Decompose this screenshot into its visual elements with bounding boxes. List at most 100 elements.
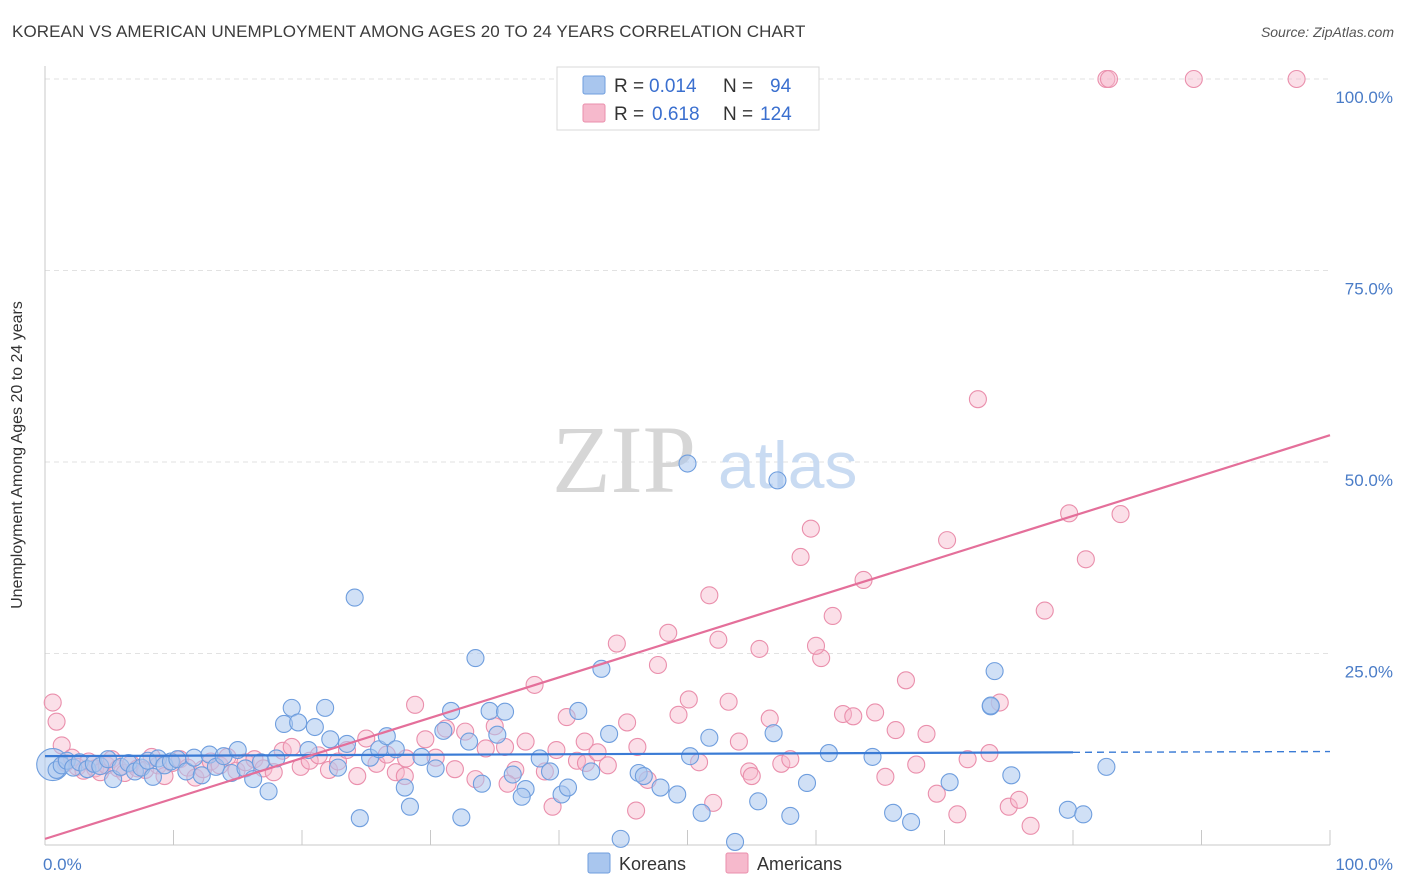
x-tick-label: 100.0% bbox=[1335, 855, 1393, 874]
korean-point bbox=[512, 787, 531, 806]
korean-point bbox=[749, 792, 768, 811]
american-point bbox=[938, 531, 957, 550]
american-point bbox=[750, 639, 769, 658]
korean-point bbox=[459, 732, 479, 751]
y-tick-label: 75.0% bbox=[1345, 280, 1393, 299]
legend: Koreans Americans bbox=[587, 852, 842, 874]
american-point bbox=[772, 754, 791, 773]
legend-americans-label: Americans bbox=[757, 854, 842, 874]
american-point bbox=[543, 797, 562, 816]
korean-point bbox=[395, 778, 414, 797]
korean-point bbox=[472, 774, 491, 793]
korean-point bbox=[985, 662, 1004, 681]
american-point bbox=[823, 606, 842, 626]
korean-point bbox=[781, 806, 800, 825]
koreans-trend-line bbox=[44, 751, 1074, 758]
korean-point bbox=[1002, 766, 1021, 785]
axes bbox=[44, 66, 1331, 846]
korean-point bbox=[1097, 757, 1116, 776]
korean-point bbox=[259, 782, 278, 801]
american-point bbox=[806, 636, 826, 655]
american-point bbox=[416, 730, 435, 749]
korean-point bbox=[305, 717, 324, 737]
american-point bbox=[669, 705, 688, 724]
korean-point bbox=[143, 767, 162, 786]
korean-point bbox=[902, 812, 921, 832]
korean-point bbox=[185, 748, 204, 767]
korean-point bbox=[569, 701, 588, 721]
american-point bbox=[781, 750, 800, 769]
american-point bbox=[927, 784, 946, 803]
korean-point bbox=[768, 471, 787, 490]
korean-point bbox=[940, 773, 959, 792]
korean-point bbox=[386, 740, 405, 759]
american-point bbox=[844, 707, 863, 726]
koreans-n-label: N = bbox=[723, 76, 753, 97]
american-point bbox=[406, 695, 425, 714]
american-point bbox=[896, 671, 916, 690]
korean-point bbox=[692, 803, 711, 822]
american-point bbox=[618, 713, 637, 732]
american-point bbox=[729, 732, 748, 751]
korean-point bbox=[412, 747, 431, 766]
americans-n-value: 124 bbox=[760, 104, 792, 125]
american-point bbox=[575, 732, 594, 751]
american-point bbox=[876, 767, 895, 786]
korean-point bbox=[480, 701, 499, 721]
american-point bbox=[282, 737, 301, 757]
american-point bbox=[516, 732, 535, 751]
american-point bbox=[886, 721, 905, 740]
y-tick-label: 25.0% bbox=[1345, 663, 1393, 682]
korean-point bbox=[678, 454, 697, 473]
american-point bbox=[547, 740, 566, 760]
korean-point bbox=[582, 762, 601, 781]
korean-point bbox=[600, 724, 619, 743]
korean-point bbox=[681, 747, 700, 766]
korean-point bbox=[634, 767, 653, 786]
american-point bbox=[1111, 505, 1130, 524]
grid-lines bbox=[45, 78, 1330, 654]
korean-point bbox=[495, 702, 515, 721]
korean-point bbox=[797, 773, 817, 793]
korean-point bbox=[400, 797, 419, 816]
korean-point bbox=[434, 721, 453, 740]
korean-point bbox=[488, 725, 507, 744]
watermark-zip: ZIP bbox=[552, 406, 696, 513]
korean-point bbox=[884, 803, 903, 822]
american-point bbox=[1184, 69, 1203, 89]
koreans-trend-extension bbox=[1072, 750, 1331, 754]
korean-point bbox=[316, 698, 335, 717]
american-point bbox=[1076, 550, 1095, 569]
korean-point bbox=[452, 808, 471, 827]
stats-box: R = 0.014 N = 94 R = 0.618 N = 124 bbox=[556, 66, 820, 131]
watermark-atlas: atlas bbox=[718, 428, 857, 502]
korean-point bbox=[426, 759, 445, 778]
korean-point bbox=[328, 758, 348, 777]
american-point bbox=[679, 690, 698, 709]
korean-point bbox=[611, 829, 630, 848]
koreans-n-value: 94 bbox=[770, 76, 792, 97]
watermark: ZIP atlas bbox=[552, 406, 857, 513]
american-point bbox=[627, 801, 646, 820]
american-point bbox=[1009, 790, 1029, 809]
american-point bbox=[704, 793, 723, 812]
korean-point bbox=[289, 713, 308, 732]
american-point bbox=[598, 756, 617, 775]
american-point bbox=[719, 692, 738, 711]
american-point bbox=[1035, 601, 1054, 620]
korean-point bbox=[1074, 805, 1093, 824]
american-point bbox=[948, 805, 967, 824]
american-point bbox=[958, 750, 977, 769]
american-point bbox=[47, 712, 66, 731]
american-point bbox=[700, 586, 719, 605]
chart-source: Source: ZipAtlas.com bbox=[1260, 24, 1394, 40]
american-point bbox=[1287, 69, 1306, 89]
american-point bbox=[588, 743, 607, 762]
american-point bbox=[476, 739, 495, 758]
legend-koreans-label: Koreans bbox=[619, 854, 686, 874]
legend-americans-swatch bbox=[725, 852, 749, 874]
american-point bbox=[348, 767, 367, 786]
american-point bbox=[742, 767, 761, 786]
korean-point bbox=[345, 588, 364, 607]
american-point bbox=[386, 763, 405, 782]
